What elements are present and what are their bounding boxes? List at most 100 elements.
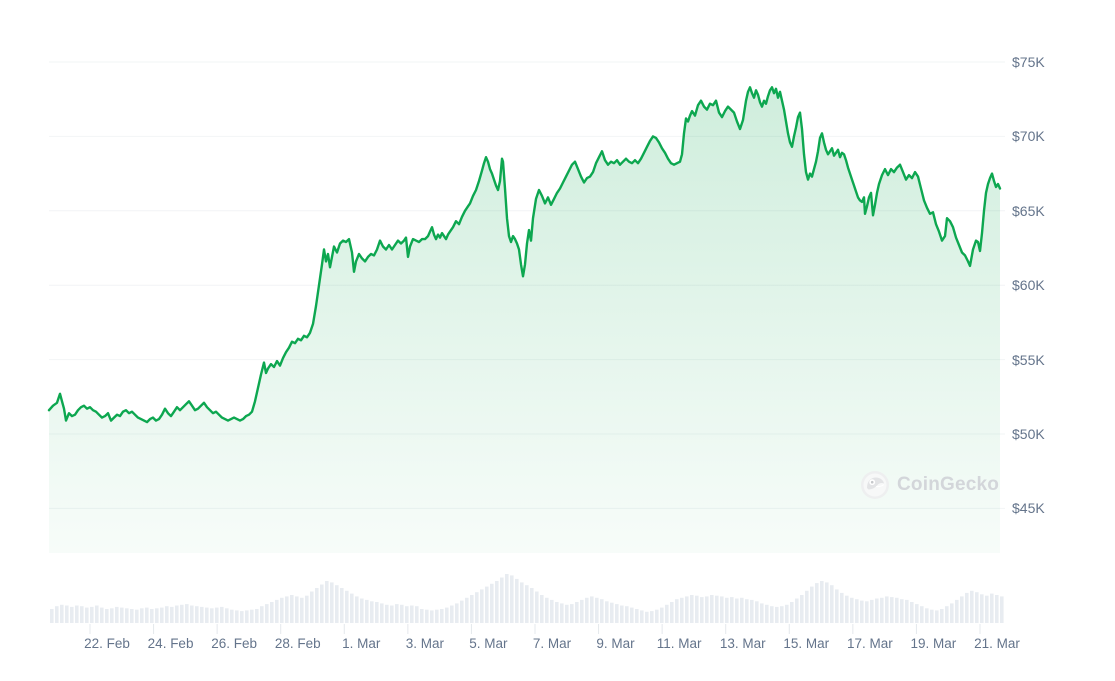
volume-bars	[50, 574, 1004, 623]
volume-bar	[100, 607, 104, 623]
volume-bar	[155, 608, 159, 623]
volume-bar	[50, 609, 54, 623]
volume-bar	[745, 599, 749, 623]
volume-bar	[295, 596, 299, 623]
volume-bar	[665, 604, 669, 623]
volume-bar	[265, 604, 269, 623]
volume-bar	[995, 595, 999, 623]
volume-bar	[120, 607, 124, 623]
volume-bar	[880, 597, 884, 623]
volume-bar	[430, 610, 434, 623]
volume-bar	[520, 582, 524, 623]
volume-bar	[990, 593, 994, 623]
volume-bar	[655, 609, 659, 623]
volume-bar	[160, 607, 164, 623]
x-axis-label: 9. Mar	[596, 636, 635, 651]
volume-bar	[515, 578, 519, 623]
volume-bar	[735, 598, 739, 623]
volume-bar	[760, 603, 764, 623]
y-axis-label: $50K	[1012, 426, 1045, 442]
volume-bar	[850, 597, 854, 623]
volume-bar	[470, 595, 474, 623]
volume-bar	[580, 599, 584, 623]
volume-bar	[765, 604, 769, 623]
volume-bar	[875, 598, 879, 623]
volume-bar	[890, 597, 894, 623]
y-axis-label: $60K	[1012, 277, 1045, 294]
volume-bar	[440, 609, 444, 623]
volume-bar	[410, 605, 414, 623]
volume-bar	[630, 607, 634, 623]
volume-bar	[55, 606, 59, 623]
volume-bar	[550, 599, 554, 623]
volume-bar	[625, 606, 629, 623]
volume-bar	[170, 606, 174, 623]
volume-bar	[230, 609, 234, 623]
volume-bar	[370, 601, 374, 623]
volume-bar	[750, 599, 754, 623]
volume-bar	[95, 605, 99, 623]
volume-bar	[795, 598, 799, 623]
volume-bar	[325, 581, 329, 623]
volume-bar	[590, 596, 594, 623]
volume-bar	[270, 602, 274, 623]
volume-bar	[200, 606, 204, 623]
volume-bar	[770, 606, 774, 623]
volume-bar	[650, 611, 654, 623]
volume-bar	[710, 595, 714, 623]
volume-bar	[600, 599, 604, 623]
volume-bar	[460, 600, 464, 623]
volume-bar	[935, 610, 939, 623]
volume-bar	[715, 595, 719, 623]
volume-bar	[675, 599, 679, 623]
volume-bar	[180, 604, 184, 623]
volume-bar	[635, 609, 639, 623]
volume-bar	[400, 604, 404, 623]
x-axis-label: 21. Mar	[974, 636, 1020, 651]
volume-bar	[90, 606, 94, 623]
volume-bar	[780, 606, 784, 623]
volume-bar	[300, 597, 304, 623]
volume-bar	[900, 599, 904, 623]
volume-bar	[380, 603, 384, 623]
volume-bar	[725, 597, 729, 623]
volume-bar	[820, 581, 824, 623]
volume-bar	[465, 597, 469, 623]
y-axis-label: $55K	[1012, 351, 1045, 368]
volume-bar	[540, 595, 544, 623]
volume-bar	[1000, 596, 1004, 623]
volume-bar	[950, 603, 954, 623]
volume-bar	[775, 606, 779, 623]
volume-bar	[730, 597, 734, 623]
x-axis-label: 7. Mar	[532, 636, 572, 651]
volume-bar	[680, 597, 684, 623]
volume-bar	[305, 595, 309, 623]
volume-bar	[495, 581, 499, 623]
volume-bar	[385, 604, 389, 623]
volume-bar	[290, 595, 294, 623]
volume-bar	[85, 607, 89, 623]
volume-bar	[115, 606, 119, 623]
volume-bar	[755, 601, 759, 623]
volume-bar	[640, 610, 644, 623]
volume-bar	[255, 609, 259, 623]
x-axis-label: 22. Feb	[84, 636, 130, 651]
volume-bar	[285, 596, 289, 623]
volume-bar	[350, 593, 354, 623]
volume-bar	[920, 606, 924, 623]
volume-bar	[75, 605, 79, 623]
volume-bar	[740, 597, 744, 623]
volume-bar	[825, 582, 829, 623]
volume-bar	[195, 606, 199, 623]
volume-bar	[525, 585, 529, 623]
x-axis-label: 1. Mar	[342, 636, 381, 651]
volume-bar	[355, 596, 359, 623]
volume-bar	[105, 609, 109, 623]
volume-bar	[605, 601, 609, 623]
volume-bar	[315, 588, 319, 623]
volume-bar	[800, 595, 804, 623]
volume-bar	[720, 596, 724, 623]
volume-bar	[205, 607, 209, 623]
volume-bar	[870, 599, 874, 623]
